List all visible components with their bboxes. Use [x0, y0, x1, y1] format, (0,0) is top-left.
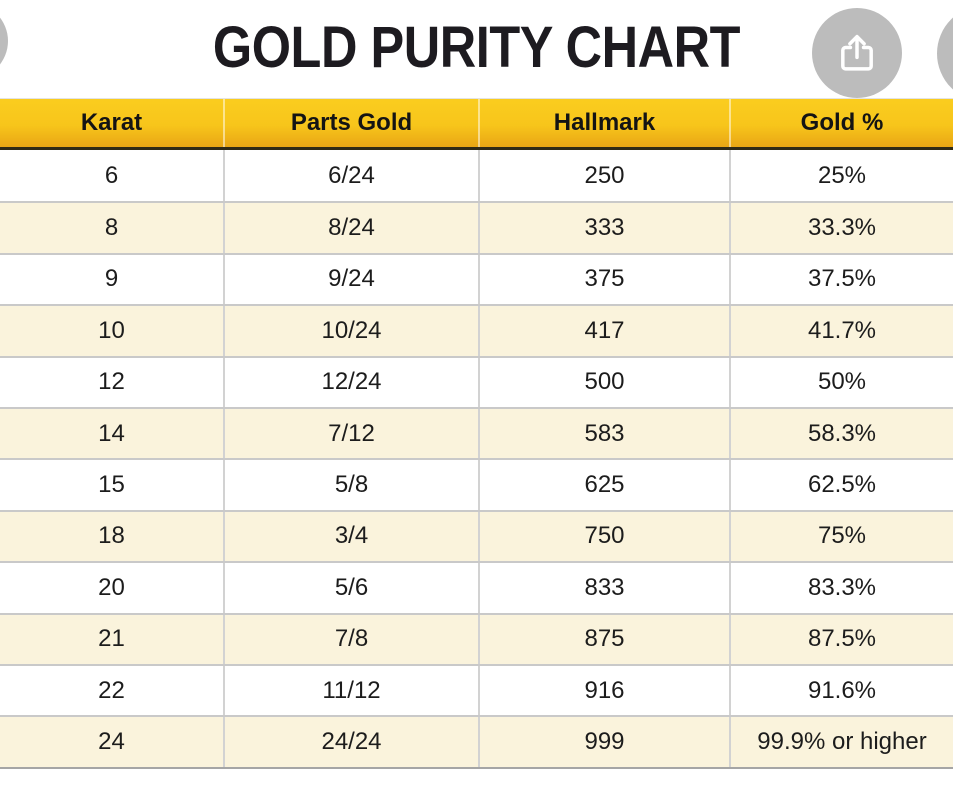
table-cell: 6 — [104, 161, 119, 189]
table-cell: 10/24 — [223, 306, 478, 356]
column-header-hallmark: Hallmark — [478, 99, 729, 147]
table-row: 10 10/24 417 41.7% — [0, 304, 953, 356]
table-row: 20 5/6 833 83.3% — [0, 561, 953, 613]
share-button[interactable] — [812, 8, 902, 98]
table-row: 6 6/24 250 25% — [0, 150, 953, 202]
table-cell: 10 — [98, 316, 125, 344]
gold-purity-table: Karat Parts Gold Hallmark Gold % 6 6/24 25… — [0, 98, 953, 769]
column-header-gold-pct: Gold % — [729, 99, 953, 147]
top-bar: GOLD PURITY CHART — [0, 0, 953, 102]
table-cell: 12/24 — [223, 357, 478, 407]
table-cell: 5/8 — [223, 460, 478, 510]
table-cell: 14 — [98, 419, 125, 447]
table-cell: 58.3% — [729, 408, 953, 459]
table-cell: 625 — [478, 460, 729, 510]
table-cell: 7/12 — [223, 408, 478, 459]
table-row: 18 3/4 750 75% — [0, 509, 953, 562]
page-title: GOLD PURITY CHART — [212, 15, 741, 80]
table-cell: 50% — [729, 357, 953, 407]
table-cell: 417 — [478, 306, 729, 356]
table-cell: 87.5% — [729, 614, 953, 664]
table-row: 8 8/24 333 33.3% — [0, 201, 953, 253]
table-row: 14 7/12 583 58.3% — [0, 406, 953, 459]
column-header-parts-gold: Parts Gold — [223, 99, 478, 147]
table-cell: 20 — [98, 573, 125, 601]
table-cell: 75% — [729, 511, 953, 562]
table-cell: 83.3% — [729, 563, 953, 613]
table-cell: 12 — [98, 368, 125, 396]
table-cell: 41.7% — [729, 306, 953, 356]
table-cell: 18 — [98, 522, 125, 550]
table-cell: 24/24 — [223, 717, 478, 767]
table-body: 6 6/24 250 25% 8 8/24 333 33.3% 9 9/24 375 37.5% 10 1… — [0, 150, 953, 769]
table-row: 12 12/24 500 50% — [0, 355, 953, 407]
table-cell: 24 — [98, 727, 125, 755]
table-cell: 750 — [478, 511, 729, 562]
table-row: 9 9/24 375 37.5% — [0, 252, 953, 305]
table-cell: 99.9% or higher — [729, 717, 953, 767]
table-row: 24 24/24 999 99.9% or higher — [0, 715, 953, 767]
table-cell: 33.3% — [729, 203, 953, 253]
table-cell: 22 — [98, 676, 125, 704]
table-cell: 833 — [478, 563, 729, 613]
table-cell: 9 — [104, 265, 119, 293]
table-cell: 583 — [478, 408, 729, 459]
table-cell: 250 — [478, 150, 729, 202]
table-row: 15 5/8 625 62.5% — [0, 458, 953, 510]
table-row: 22 11/12 916 91.6% — [0, 663, 953, 716]
table-cell: 999 — [478, 717, 729, 767]
partial-circle-right — [937, 5, 953, 102]
table-header-row: Karat Parts Gold Hallmark Gold % — [0, 98, 953, 150]
column-header-karat: Karat — [80, 109, 143, 136]
table-cell: 916 — [478, 665, 729, 716]
table-cell: 21 — [98, 625, 125, 653]
table-row: 21 7/8 875 87.5% — [0, 612, 953, 664]
table-cell: 62.5% — [729, 460, 953, 510]
table-cell: 8 — [104, 214, 119, 242]
table-cell: 11/12 — [223, 665, 478, 716]
table-cell: 37.5% — [729, 254, 953, 305]
table-cell: 3/4 — [223, 511, 478, 562]
table-cell: 91.6% — [729, 665, 953, 716]
table-cell: 5/6 — [223, 563, 478, 613]
share-icon — [833, 29, 881, 77]
table-cell: 875 — [478, 614, 729, 664]
table-cell: 7/8 — [223, 614, 478, 664]
table-cell: 9/24 — [223, 254, 478, 305]
table-cell: 6/24 — [223, 150, 478, 202]
table-cell: 333 — [478, 203, 729, 253]
table-cell: 375 — [478, 254, 729, 305]
partial-circle-left — [0, 3, 8, 79]
table-cell: 15 — [98, 471, 125, 499]
table-cell: 500 — [478, 357, 729, 407]
table-cell: 8/24 — [223, 203, 478, 253]
table-cell: 25% — [729, 150, 953, 202]
